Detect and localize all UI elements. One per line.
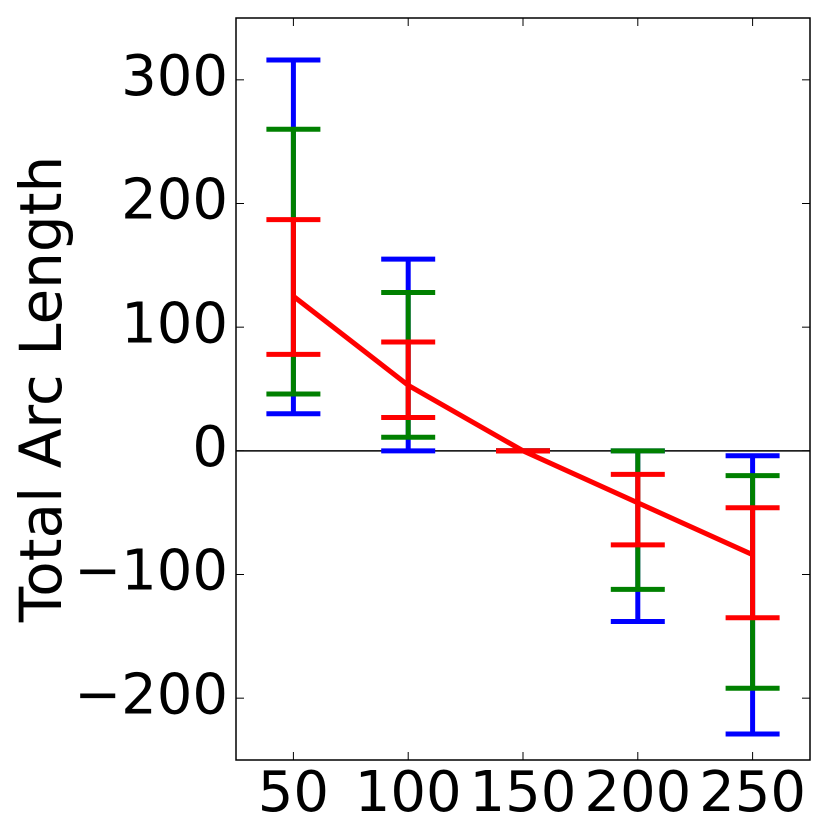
y-tick-label: −200 <box>74 662 228 727</box>
mean-line <box>291 294 754 557</box>
y-axis-label: Total Arc Length <box>7 156 75 624</box>
y-tick-label: 300 <box>121 44 228 109</box>
x-tick-label: 150 <box>470 760 577 825</box>
y-tick-label: 0 <box>192 415 228 480</box>
x-tick-label: 200 <box>584 760 691 825</box>
y-tick-label: −100 <box>74 539 228 604</box>
plot-frame <box>235 17 811 761</box>
x-tick-label: 100 <box>355 760 462 825</box>
x-tick-label: 250 <box>699 760 806 825</box>
y-tick-label: 200 <box>121 168 228 233</box>
x-tick-label: 50 <box>258 760 329 825</box>
y-tick-label: 100 <box>121 291 228 356</box>
